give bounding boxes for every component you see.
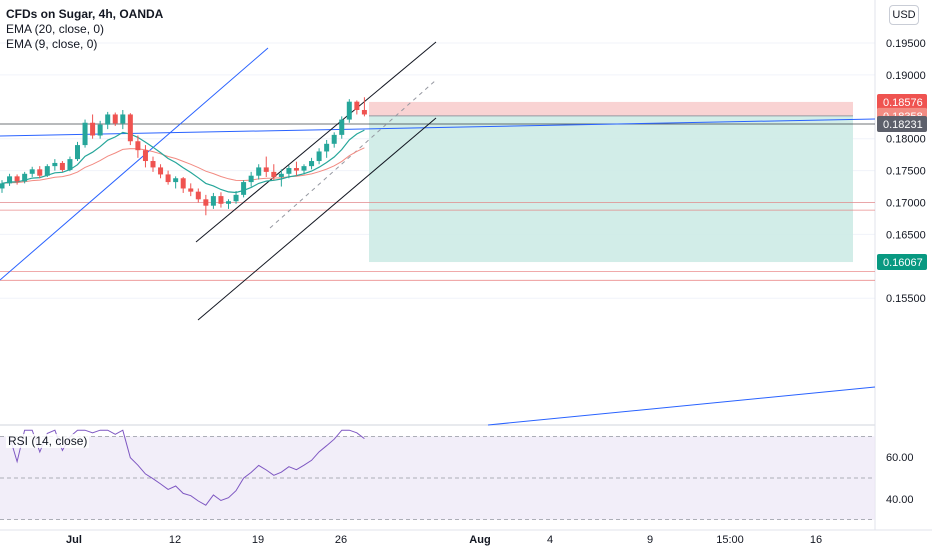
candle-body[interactable] xyxy=(339,119,345,135)
time-tick-label: 4 xyxy=(547,534,553,546)
position-zones[interactable] xyxy=(369,101,853,263)
candle-body[interactable] xyxy=(120,114,126,124)
candle-body[interactable] xyxy=(324,143,330,152)
candle-body[interactable] xyxy=(331,134,337,144)
price-label-text-target: 0.16067 xyxy=(883,257,923,269)
candle-body[interactable] xyxy=(286,168,292,174)
symbol-title[interactable]: CFDs on Sugar, 4h, OANDA xyxy=(6,7,164,21)
candle-body[interactable] xyxy=(233,194,239,202)
candle-body[interactable] xyxy=(44,166,50,176)
time-tick-label: 12 xyxy=(169,534,181,546)
candle-body[interactable] xyxy=(218,196,224,204)
candle-body[interactable] xyxy=(29,169,35,174)
price-tick-label: 0.15500 xyxy=(886,293,926,305)
horizontal-levels[interactable] xyxy=(0,123,875,281)
price-label-text-last: 0.18231 xyxy=(883,119,923,131)
candle-body[interactable] xyxy=(346,101,352,120)
channel-upper-line[interactable] xyxy=(195,41,437,243)
trend-drawings[interactable] xyxy=(0,41,876,426)
candle-body[interactable] xyxy=(248,175,254,183)
candle-body[interactable] xyxy=(226,201,231,204)
currency-button[interactable]: USD xyxy=(889,5,919,25)
candle-body[interactable] xyxy=(361,109,367,115)
candle-body[interactable] xyxy=(271,171,277,177)
candle-body[interactable] xyxy=(142,150,148,162)
price-tick-label: 0.19000 xyxy=(886,70,926,82)
candle-body[interactable] xyxy=(105,114,111,125)
candle-body[interactable] xyxy=(7,176,13,184)
candle-body[interactable] xyxy=(97,124,103,136)
ema20-line xyxy=(1,147,365,184)
resistance-trend-line[interactable] xyxy=(0,118,876,137)
uptrend-line[interactable] xyxy=(0,47,269,281)
candlestick-series[interactable] xyxy=(0,97,367,216)
candle-body[interactable] xyxy=(59,162,65,170)
price-tick-label: 0.16500 xyxy=(886,229,926,241)
candle-body[interactable] xyxy=(263,167,269,172)
rsi-tick-label: 40.00 xyxy=(886,494,914,506)
channel-lower-line[interactable] xyxy=(197,117,437,321)
take-profit-zone[interactable] xyxy=(369,115,853,263)
candle-body[interactable] xyxy=(67,159,73,170)
time-tick-label: Jul xyxy=(66,534,82,546)
time-tick-label: 15:00 xyxy=(716,534,744,546)
ema9-label[interactable]: EMA (9, close, 0) xyxy=(6,37,98,51)
candle-body[interactable] xyxy=(354,101,360,110)
candle-body[interactable] xyxy=(165,174,171,183)
candle-body[interactable] xyxy=(22,173,28,182)
price-axis[interactable]: 0.19500 0.19000 0.18000 0.17500 0.17000 0.165… xyxy=(877,38,927,506)
rsi-pane xyxy=(0,429,875,520)
time-axis[interactable]: Jul 12 19 26 Aug 4 9 15:00 16 xyxy=(66,534,822,546)
candle-body[interactable] xyxy=(90,122,96,136)
candle-body[interactable] xyxy=(158,167,164,175)
candle-body[interactable] xyxy=(75,145,80,160)
lower-trend-line[interactable] xyxy=(487,386,876,426)
candle-body[interactable] xyxy=(241,182,247,195)
candle-body[interactable] xyxy=(316,151,322,162)
channel-mid-line[interactable] xyxy=(269,79,437,229)
price-label-last[interactable] xyxy=(877,115,927,132)
candle-body[interactable] xyxy=(14,176,20,182)
time-tick-label: 9 xyxy=(647,534,653,546)
candle-body[interactable] xyxy=(52,162,58,167)
time-tick-label: 26 xyxy=(335,534,347,546)
candle-body[interactable] xyxy=(127,114,133,142)
price-tick-label: 0.17500 xyxy=(886,166,926,178)
price-label-stop[interactable] xyxy=(877,93,927,110)
price-tick-label: 0.18000 xyxy=(886,134,926,146)
time-tick-label: 19 xyxy=(252,534,264,546)
candle-body[interactable] xyxy=(278,173,284,177)
candle-body[interactable] xyxy=(37,169,43,176)
candle-body[interactable] xyxy=(309,161,315,167)
candle-body[interactable] xyxy=(203,199,209,206)
candle-body[interactable] xyxy=(112,114,118,124)
candle-body[interactable] xyxy=(135,141,141,151)
rsi-label[interactable]: RSI (14, close) xyxy=(6,434,90,448)
candle-body[interactable] xyxy=(210,196,216,206)
candle-body[interactable] xyxy=(301,166,307,171)
price-tick-label: 0.19500 xyxy=(886,38,926,50)
price-label-target[interactable] xyxy=(877,254,927,271)
price-tick-label: 0.17000 xyxy=(886,198,926,210)
candle-body[interactable] xyxy=(180,178,186,189)
ema20-label[interactable]: EMA (20, close, 0) xyxy=(6,22,105,36)
chart-legend: CFDs on Sugar, 4h, OANDA EMA (20, close,… xyxy=(6,7,163,52)
time-tick-label: Aug xyxy=(469,534,490,546)
candle-body[interactable] xyxy=(293,168,299,171)
candle-body[interactable] xyxy=(150,161,156,168)
time-tick-label: 16 xyxy=(810,534,822,546)
candle-body[interactable] xyxy=(0,183,5,189)
candle-body[interactable] xyxy=(173,178,179,183)
stop-loss-zone[interactable] xyxy=(369,101,853,116)
candle-body[interactable] xyxy=(256,167,262,176)
candle-body[interactable] xyxy=(195,191,201,200)
price-label-text-stop: 0.18576 xyxy=(883,97,923,109)
candle-body[interactable] xyxy=(188,188,194,192)
candle-body[interactable] xyxy=(82,122,88,146)
rsi-tick-label: 60.00 xyxy=(886,452,914,464)
